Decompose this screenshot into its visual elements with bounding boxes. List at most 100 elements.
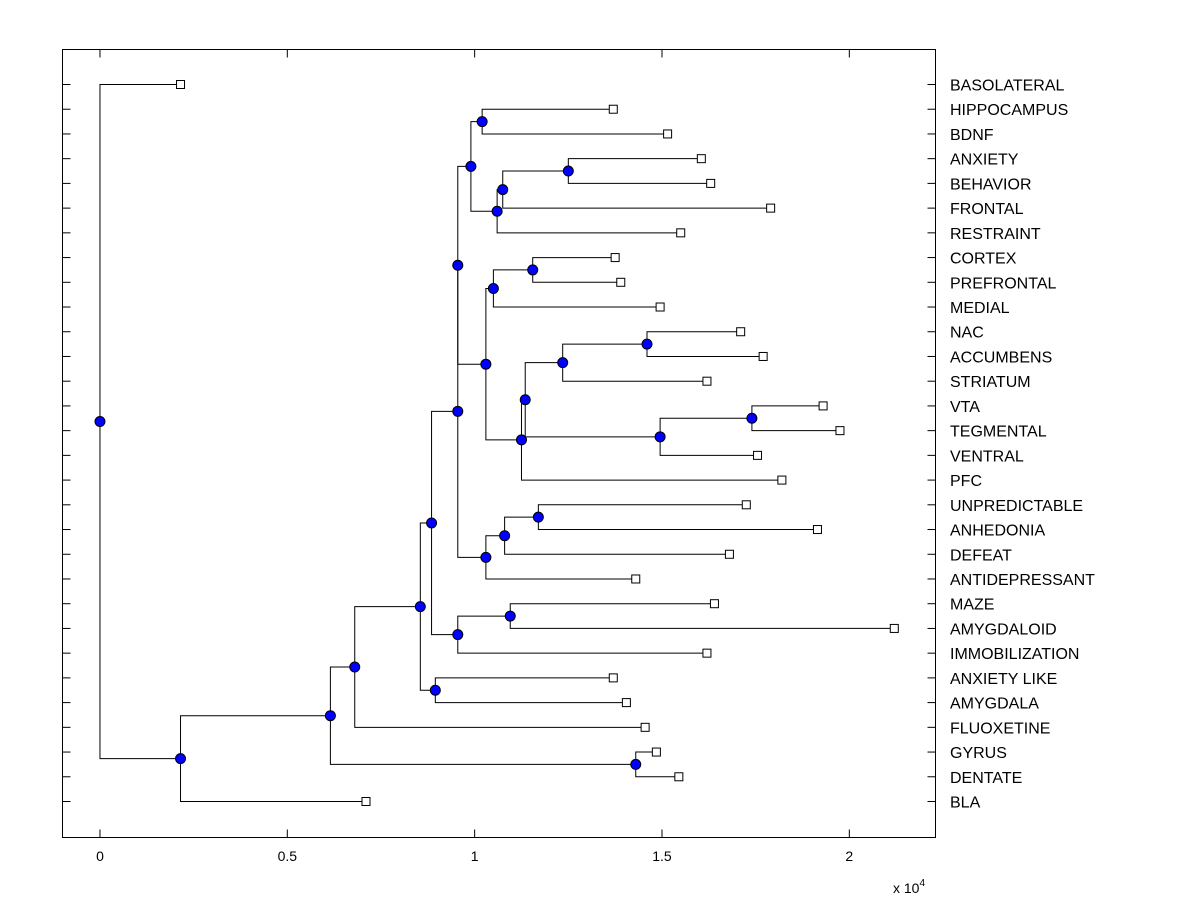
- leaf-label: STRIATUM: [950, 374, 1031, 391]
- x-axis-multiplier-exponent: 4: [919, 878, 925, 889]
- leaf-label: IMMOBILIZATION: [950, 646, 1079, 663]
- leaf-node-marker: [753, 450, 763, 460]
- leaf-node-marker: [777, 475, 787, 485]
- internal-node-marker: [452, 405, 464, 417]
- internal-node-marker: [465, 160, 477, 172]
- internal-node-marker: [175, 753, 187, 765]
- leaf-label: UNPREDICTABLE: [950, 498, 1083, 515]
- leaf-label: PFC: [950, 473, 982, 490]
- leaf-node-marker: [663, 129, 673, 139]
- leaf-node-marker: [889, 623, 899, 633]
- internal-node-marker: [480, 358, 492, 370]
- leaf-node-marker: [608, 104, 618, 114]
- internal-node-marker: [654, 431, 666, 443]
- internal-node-marker: [515, 434, 527, 446]
- leaf-node-marker: [741, 500, 751, 510]
- internal-node-marker: [487, 282, 499, 294]
- leaf-label: FRONTAL: [950, 201, 1024, 218]
- x-tick-label: 1: [471, 848, 479, 864]
- leaf-node-marker: [640, 722, 650, 732]
- internal-node-marker: [452, 629, 464, 641]
- internal-node-marker: [94, 416, 106, 428]
- leaf-label: GYRUS: [950, 745, 1007, 762]
- internal-node-marker: [630, 758, 642, 770]
- leaf-label: VENTRAL: [950, 448, 1024, 465]
- leaf-label: AMYGDALOID: [950, 621, 1057, 638]
- leaf-node-marker: [361, 797, 371, 806]
- y-axis-ticks: [62, 84, 936, 802]
- leaf-node-marker: [651, 747, 661, 757]
- leaf-node-marker: [766, 203, 776, 213]
- internal-node-marker: [324, 710, 336, 722]
- leaf-label: PREFRONTAL: [950, 275, 1056, 292]
- internal-node-marker: [746, 412, 758, 424]
- plot-area: [62, 49, 936, 838]
- internal-node-marker: [491, 205, 503, 217]
- leaf-label: RESTRAINT: [950, 226, 1041, 243]
- leaf-label: MAZE: [950, 597, 994, 614]
- leaf-label: VTA: [950, 399, 980, 416]
- internal-node-marker: [562, 165, 574, 177]
- leaf-label: BLA: [950, 795, 981, 812]
- leaf-label: HIPPOCAMPUS: [950, 102, 1068, 119]
- internal-node-marker: [476, 116, 488, 128]
- leaf-node-marker: [702, 648, 712, 658]
- internal-node-marker: [429, 684, 441, 696]
- dendrogram-nodes: [94, 80, 899, 806]
- internal-node-marker: [452, 259, 464, 271]
- leaf-node-marker: [706, 178, 716, 188]
- x-tick-label: 0: [96, 848, 104, 864]
- leaf-label: CORTEX: [950, 251, 1017, 268]
- x-axis-ticks: 0 0.5 1 1.5 2: [96, 49, 853, 864]
- leaf-node-marker: [696, 154, 706, 164]
- x-axis-multiplier: x 104: [893, 878, 925, 896]
- leaf-label: FLUOXETINE: [950, 720, 1050, 737]
- internal-node-marker: [499, 530, 511, 542]
- leaf-label: BDNF: [950, 127, 994, 144]
- leaf-node-marker: [176, 80, 186, 89]
- leaf-node-marker: [709, 599, 719, 609]
- leaf-labels: BASOLATERAL HIPPOCAMPUS BDNF ANXIETY BEHAVIO…: [950, 78, 1095, 812]
- leaf-node-marker: [621, 698, 631, 708]
- leaf-label: NAC: [950, 325, 984, 342]
- leaf-node-marker: [655, 302, 665, 312]
- leaf-label: DEFEAT: [950, 547, 1012, 564]
- leaf-node-marker: [818, 401, 828, 411]
- internal-node-marker: [557, 357, 569, 369]
- x-tick-label: 0.5: [278, 848, 298, 864]
- leaf-node-marker: [610, 253, 620, 263]
- leaf-node-marker: [608, 673, 618, 683]
- internal-node-marker: [497, 184, 509, 196]
- x-tick-label: 2: [845, 848, 853, 864]
- x-tick-label: 1.5: [652, 848, 672, 864]
- internal-node-marker: [641, 338, 653, 350]
- leaf-label: ANHEDONIA: [950, 523, 1045, 540]
- leaf-label: MEDIAL: [950, 300, 1010, 317]
- internal-node-marker: [426, 517, 438, 529]
- x-axis-multiplier-base: x 10: [893, 880, 920, 896]
- leaf-node-marker: [724, 549, 734, 559]
- leaf-node-marker: [631, 574, 641, 584]
- leaf-label: BEHAVIOR: [950, 176, 1032, 193]
- leaf-node-marker: [758, 351, 768, 361]
- leaf-node-marker: [702, 376, 712, 386]
- internal-node-marker: [349, 661, 361, 673]
- leaf-node-marker: [835, 426, 845, 436]
- internal-node-marker: [480, 551, 492, 563]
- internal-node-marker: [527, 264, 539, 276]
- dendrogram-link: [457, 265, 486, 558]
- leaf-label: ANXIETY: [950, 152, 1019, 169]
- leaf-node-marker: [676, 228, 686, 238]
- leaf-label: ACCUMBENS: [950, 349, 1052, 366]
- leaf-node-marker: [812, 525, 822, 535]
- leaf-label: ANXIETY LIKE: [950, 671, 1057, 688]
- internal-node-marker: [532, 511, 544, 523]
- leaf-label: BASOLATERAL: [950, 78, 1065, 95]
- internal-node-marker: [519, 394, 531, 406]
- internal-node-marker: [414, 601, 426, 613]
- leaf-node-marker: [616, 277, 626, 287]
- internal-node-marker: [504, 610, 516, 622]
- leaf-label: DENTATE: [950, 770, 1022, 787]
- leaf-node-marker: [674, 772, 684, 782]
